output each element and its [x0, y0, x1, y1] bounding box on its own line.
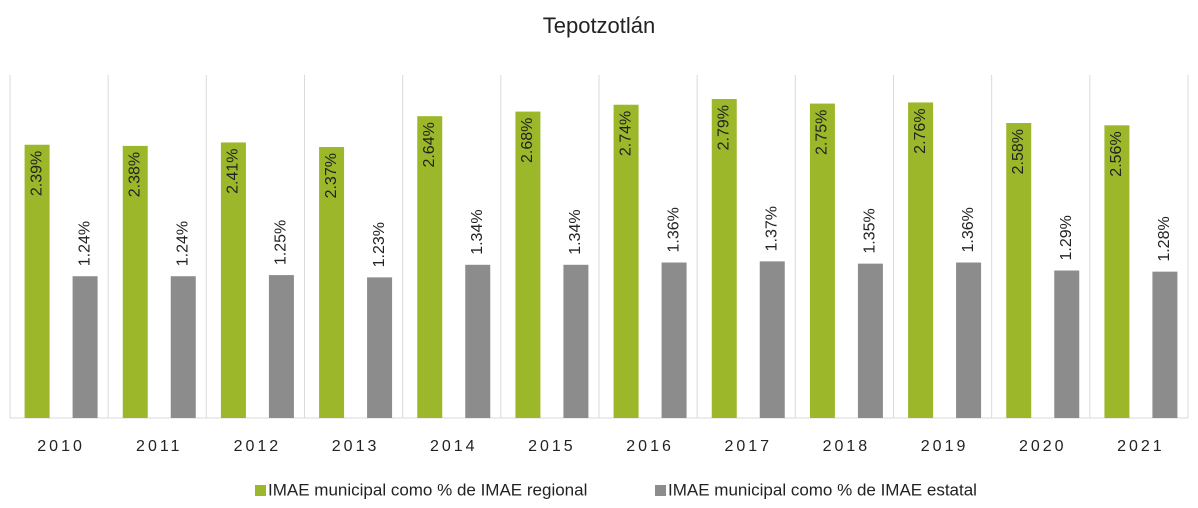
x-tick-label: 2014 — [430, 438, 478, 455]
value-label: 1.24% — [76, 221, 93, 266]
x-tick-label: 2012 — [234, 438, 282, 455]
value-label: 1.36% — [960, 207, 977, 252]
legend-swatch — [655, 485, 666, 496]
bar — [563, 264, 589, 418]
legend-label: IMAE municipal como % de IMAE estatal — [668, 480, 977, 499]
bar — [711, 99, 737, 418]
bar — [1054, 270, 1080, 418]
bar — [956, 262, 982, 418]
x-tick-label: 2020 — [1019, 438, 1067, 455]
value-label: 1.34% — [567, 209, 584, 254]
value-label: 1.29% — [1058, 215, 1075, 260]
bar — [1152, 271, 1178, 418]
bar — [1104, 125, 1130, 418]
value-label: 2.76% — [912, 108, 929, 153]
bar — [417, 116, 443, 418]
value-label: 1.36% — [665, 207, 682, 252]
value-label: 2.74% — [617, 111, 634, 156]
value-label: 1.24% — [174, 221, 191, 266]
value-label: 1.35% — [862, 208, 879, 253]
bar — [24, 144, 50, 418]
x-tick-label: 2010 — [37, 438, 85, 455]
bar — [220, 142, 246, 418]
value-label: 2.41% — [225, 148, 242, 193]
chart-title: Tepotzotlán — [543, 13, 656, 38]
bar — [613, 104, 639, 418]
bar — [857, 263, 883, 418]
bar — [661, 262, 687, 418]
value-label: 1.23% — [371, 222, 388, 267]
legend-swatch — [255, 485, 266, 496]
x-tick-label: 2013 — [332, 438, 380, 455]
x-tick-label: 2017 — [724, 438, 772, 455]
x-tick-label: 2021 — [1117, 438, 1165, 455]
bar — [367, 277, 393, 418]
x-tick-label: 2011 — [136, 438, 182, 455]
bar — [72, 276, 98, 418]
bar — [268, 275, 294, 418]
bar — [809, 103, 835, 418]
x-tick-label: 2015 — [528, 438, 576, 455]
x-tick-label: 2018 — [823, 438, 871, 455]
value-label: 2.58% — [1010, 129, 1027, 174]
value-label: 2.64% — [421, 122, 438, 167]
bar — [170, 276, 196, 418]
legend-label: IMAE municipal como % de IMAE regional — [268, 480, 587, 499]
x-tick-label: 2016 — [626, 438, 674, 455]
bar — [319, 147, 345, 418]
value-label: 2.37% — [323, 153, 340, 198]
value-label: 1.37% — [763, 206, 780, 251]
bar — [759, 261, 785, 418]
value-label: 2.79% — [715, 105, 732, 150]
bar — [515, 111, 541, 418]
bar — [465, 264, 491, 418]
value-label: 2.39% — [28, 151, 45, 196]
value-label: 2.38% — [126, 152, 143, 197]
bar — [908, 102, 934, 418]
value-label: 2.56% — [1108, 131, 1125, 176]
x-tick-label: 2019 — [921, 438, 969, 455]
value-label: 2.75% — [814, 110, 831, 155]
bar — [122, 145, 148, 419]
value-label: 1.34% — [469, 209, 486, 254]
value-label: 1.28% — [1156, 216, 1173, 261]
bar — [1006, 123, 1032, 419]
value-label: 2.68% — [519, 118, 536, 163]
value-label: 1.25% — [273, 220, 290, 265]
